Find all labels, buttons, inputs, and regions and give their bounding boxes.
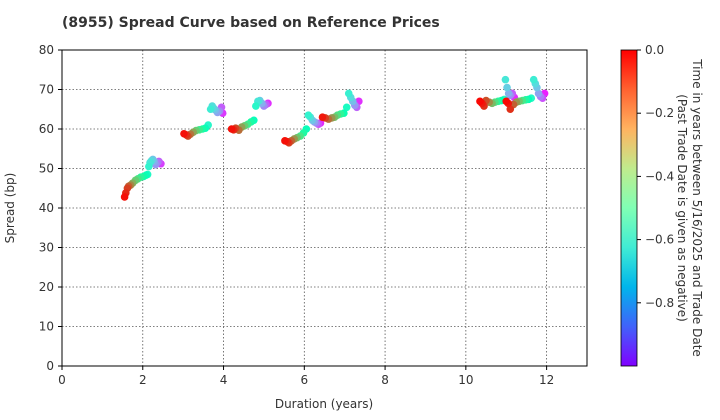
colorbar-tick-label: −0.8 xyxy=(645,296,674,310)
colorbar-tick-label: −0.4 xyxy=(645,169,674,183)
scatter-point xyxy=(227,125,236,133)
scatter-point xyxy=(502,97,511,106)
data-points xyxy=(120,75,549,201)
scatter-point xyxy=(476,97,484,106)
x-tick-label: 2 xyxy=(139,373,147,387)
chart-title: (8955) Spread Curve based on Reference P… xyxy=(62,15,440,31)
colorbar-label-line2: (Past Trade Date is given as negative) xyxy=(675,94,689,322)
y-axis-ticks: 0 10 20 30 40 50 60 70 80 xyxy=(39,43,62,373)
x-tick-label: 6 xyxy=(300,373,308,387)
x-tick-label: 10 xyxy=(458,373,473,387)
x-axis-ticks: 0 2 4 6 8 10 12 xyxy=(58,366,554,387)
y-tick-label: 40 xyxy=(39,201,54,215)
colorbar-label-line1: Time in years between 5/16/2025 and Trad… xyxy=(690,58,704,357)
y-tick-label: 60 xyxy=(39,122,54,136)
x-tick-label: 8 xyxy=(381,373,389,387)
y-tick-label: 50 xyxy=(39,162,54,176)
x-tick-label: 0 xyxy=(58,373,66,387)
scatter-point xyxy=(504,89,513,98)
scatter-point xyxy=(534,89,543,98)
y-axis-label: Spread (bp) xyxy=(3,173,17,244)
scatter-point xyxy=(501,75,510,84)
y-tick-label: 0 xyxy=(46,359,54,373)
scatter-point xyxy=(342,103,351,112)
colorbar-tick-label: −0.2 xyxy=(645,106,674,120)
colorbar-tick-label: −0.6 xyxy=(645,233,674,247)
scatter-point xyxy=(506,105,515,114)
colorbar xyxy=(620,49,638,367)
y-tick-label: 70 xyxy=(39,83,54,97)
colorbar-tick-label: 0.0 xyxy=(645,43,664,57)
y-tick-label: 20 xyxy=(39,280,54,294)
x-tick-label: 12 xyxy=(539,373,554,387)
x-axis-label: Duration (years) xyxy=(275,397,373,411)
y-tick-label: 30 xyxy=(39,241,54,255)
y-tick-label: 80 xyxy=(39,43,54,57)
scatter-point xyxy=(529,75,538,84)
scatter-point xyxy=(120,193,129,201)
scatter-point xyxy=(318,113,327,121)
scatter-point xyxy=(344,89,353,98)
scatter-point xyxy=(180,129,188,138)
scatter-point xyxy=(281,137,289,145)
scatter-point xyxy=(206,105,215,114)
scatter-point xyxy=(145,162,153,171)
scatter-point xyxy=(304,111,313,119)
scatter-point xyxy=(503,83,511,92)
scatter-point xyxy=(252,102,260,110)
y-tick-label: 10 xyxy=(39,320,54,334)
x-tick-label: 4 xyxy=(220,373,228,387)
colorbar-ticks: 0.0 −0.2 −0.4 −0.6 −0.8 xyxy=(637,43,674,310)
